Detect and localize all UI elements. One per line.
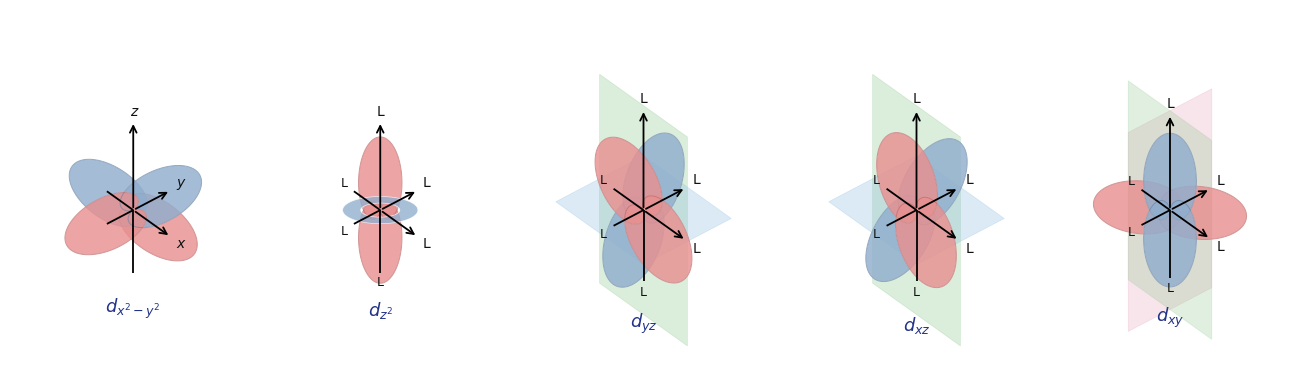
Polygon shape xyxy=(120,165,202,228)
Text: L: L xyxy=(377,276,384,289)
Text: L: L xyxy=(1217,240,1225,254)
Polygon shape xyxy=(120,194,198,261)
Text: L: L xyxy=(422,237,430,251)
Text: L: L xyxy=(1217,174,1225,188)
Text: L: L xyxy=(341,178,348,191)
Text: x: x xyxy=(176,237,185,251)
Text: L: L xyxy=(872,228,879,241)
Text: L: L xyxy=(693,242,701,256)
Polygon shape xyxy=(896,197,957,288)
Polygon shape xyxy=(876,133,937,223)
Text: L: L xyxy=(693,173,701,186)
Text: $d_{xz}$: $d_{xz}$ xyxy=(902,315,931,336)
Text: L: L xyxy=(1166,97,1174,111)
Polygon shape xyxy=(829,156,1004,264)
Text: L: L xyxy=(341,225,348,238)
Text: L: L xyxy=(1128,175,1135,188)
Text: $d_{xy}$: $d_{xy}$ xyxy=(1156,306,1184,330)
Text: L: L xyxy=(966,242,974,256)
Polygon shape xyxy=(69,159,147,227)
Text: $d_{z^2}$: $d_{z^2}$ xyxy=(368,300,393,321)
Polygon shape xyxy=(625,196,692,283)
Text: y: y xyxy=(176,176,185,190)
Text: L: L xyxy=(640,285,647,298)
Polygon shape xyxy=(359,137,402,219)
Text: L: L xyxy=(377,105,384,119)
Text: L: L xyxy=(966,173,974,186)
Text: L: L xyxy=(913,285,920,298)
Text: L: L xyxy=(640,92,647,105)
Polygon shape xyxy=(599,74,688,346)
Text: L: L xyxy=(599,228,606,241)
Polygon shape xyxy=(866,196,935,282)
Polygon shape xyxy=(65,193,147,255)
Polygon shape xyxy=(1144,133,1196,220)
Polygon shape xyxy=(1160,186,1247,240)
Polygon shape xyxy=(595,137,662,224)
Text: L: L xyxy=(913,92,920,105)
Polygon shape xyxy=(1128,81,1212,340)
Text: L: L xyxy=(422,176,430,190)
Text: L: L xyxy=(1128,227,1135,240)
Polygon shape xyxy=(623,133,684,223)
Polygon shape xyxy=(603,197,664,287)
Text: L: L xyxy=(872,174,879,187)
Text: L: L xyxy=(599,174,606,187)
Text: $d_{yz}$: $d_{yz}$ xyxy=(629,311,658,336)
Polygon shape xyxy=(872,74,961,346)
Polygon shape xyxy=(1128,89,1212,332)
Polygon shape xyxy=(898,139,967,225)
Text: L: L xyxy=(1166,282,1174,295)
PathPatch shape xyxy=(343,196,417,224)
Polygon shape xyxy=(359,201,402,283)
Polygon shape xyxy=(1093,181,1180,234)
Polygon shape xyxy=(1144,201,1196,287)
Text: $d_{x^2-y^2}$: $d_{x^2-y^2}$ xyxy=(105,296,161,321)
Polygon shape xyxy=(556,156,731,264)
Text: z: z xyxy=(130,105,136,119)
